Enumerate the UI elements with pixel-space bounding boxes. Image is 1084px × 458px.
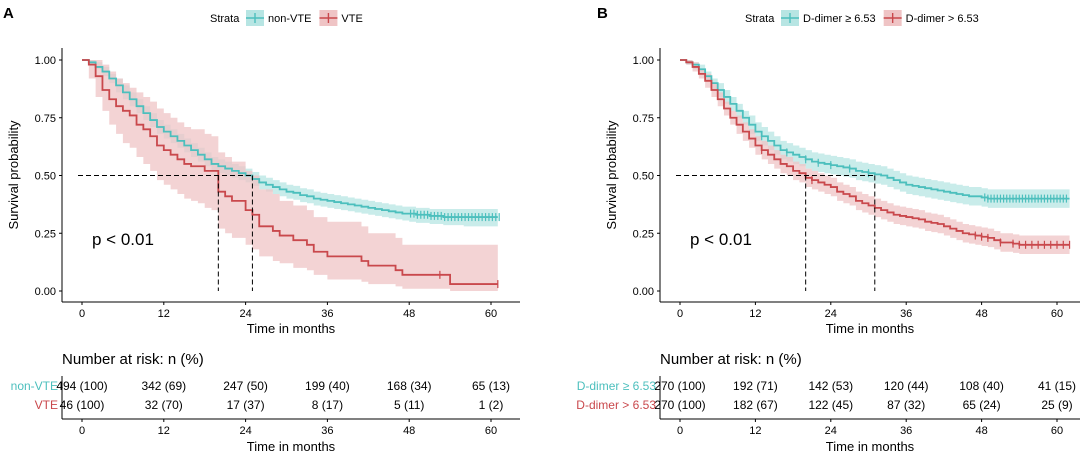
x-tick-label: 36 [900,308,912,320]
x-tick-label: 24 [825,308,837,320]
risk-x-tick-label: 24 [825,425,837,437]
y-tick-label: 0.75 [633,113,654,125]
y-axis-title: Survival probability [604,120,619,230]
y-tick-label: 0.00 [35,286,56,298]
x-tick-label: 12 [158,308,170,320]
risk-x-tick-label: 48 [975,425,987,437]
risk-row-label: D-dimer > 6.53 [576,398,656,412]
x-tick-label: 12 [749,308,761,320]
km-curve-0 [82,59,498,218]
risk-x-tick-label: 24 [239,425,251,437]
ci-band-0 [82,60,498,227]
x-tick-label: 60 [485,308,497,320]
risk-x-tick-label: 48 [403,425,415,437]
ci-band-1 [680,60,1070,255]
risk-cell: 182 (67) [733,398,778,412]
y-tick-label: 0.75 [35,113,56,125]
x-tick-label: 24 [239,308,251,320]
x-tick-label: 0 [677,308,683,320]
y-tick-label: 0.50 [633,171,654,183]
ci-band-1 [82,60,498,291]
y-tick-label: 0.25 [35,228,56,240]
x-axis-title: Time in months [247,321,336,336]
risk-cell: 270 (100) [654,379,705,393]
risk-cell: 5 (11) [394,398,424,412]
risk-x-axis-title: Time in months [826,439,915,454]
risk-cell: 192 (71) [733,379,778,393]
risk-row-label: D-dimer ≥ 6.53 [577,379,657,393]
risk-x-tick-label: 36 [321,425,333,437]
y-tick-label: 1.00 [633,55,654,67]
risk-table-title: Number at risk: n (%) [660,351,802,368]
risk-x-tick-label: 60 [485,425,497,437]
panel-b: B Strata D-dimer ≥ 6.53 D-dimer > 6.53 0.00 0… [576,5,1080,454]
km-curve-1 [82,59,498,285]
risk-cell: 342 (69) [141,379,186,393]
y-tick-label: 1.00 [35,55,56,67]
legend-title: Strata [210,13,240,25]
risk-cell: 1 (2) [479,398,504,412]
legend-entry-0: non-VTE [268,13,311,25]
risk-cell: 17 (37) [227,398,265,412]
y-tick-label: 0.25 [633,228,654,240]
x-tick-label: 60 [1051,308,1063,320]
risk-cell: 8 (17) [312,398,343,412]
risk-cell: 120 (44) [884,379,929,393]
risk-row-label: non-VTE [11,379,58,393]
risk-cell: 142 (53) [808,379,853,393]
risk-cell: 247 (50) [223,379,268,393]
p-value-annotation: p < 0.01 [690,230,752,249]
x-tick-label: 48 [403,308,415,320]
km-curve-0 [680,59,1070,200]
risk-x-tick-label: 60 [1051,425,1063,437]
risk-x-tick-label: 36 [900,425,912,437]
risk-x-tick-label: 0 [79,425,85,437]
risk-cell: 65 (24) [963,398,1001,412]
panel-a: A Strata non-VTE VTE 0.00 0.25 0.50 0.75 1.00 0 12… [3,5,520,454]
panel-b-label: B [597,5,608,22]
panel-b-legend: Strata D-dimer ≥ 6.53 D-dimer > 6.53 [745,10,979,26]
risk-cell: 32 (70) [145,398,183,412]
legend-entry-0: D-dimer ≥ 6.53 [803,13,876,25]
panel-a-legend: Strata non-VTE VTE [210,10,363,26]
legend-entry-1: VTE [341,13,362,25]
risk-table-title: Number at risk: n (%) [62,351,204,368]
legend-entry-1: D-dimer > 6.53 [906,13,979,25]
risk-x-tick-label: 12 [749,425,761,437]
risk-cell: 65 (13) [472,379,510,393]
risk-row-label: VTE [35,398,58,412]
p-value-annotation: p < 0.01 [92,230,154,249]
x-tick-label: 48 [975,308,987,320]
risk-cell: 199 (40) [305,379,350,393]
risk-cell: 168 (34) [387,379,432,393]
risk-cell: 494 (100) [56,379,107,393]
risk-cell: 87 (32) [887,398,925,412]
risk-cell: 46 (100) [60,398,105,412]
risk-cell: 25 (9) [1041,398,1072,412]
x-tick-label: 36 [321,308,333,320]
x-axis-title: Time in months [826,321,915,336]
y-tick-label: 0.50 [35,171,56,183]
x-tick-label: 0 [79,308,85,320]
legend-title: Strata [745,13,775,25]
risk-x-tick-label: 12 [158,425,170,437]
y-axis-title: Survival probability [6,120,21,230]
risk-cell: 108 (40) [959,379,1004,393]
risk-x-axis-title: Time in months [247,439,336,454]
panel-a-label: A [3,5,14,22]
risk-cell: 122 (45) [808,398,853,412]
risk-cell: 270 (100) [654,398,705,412]
risk-cell: 41 (15) [1038,379,1076,393]
y-tick-label: 0.00 [633,286,654,298]
risk-x-tick-label: 0 [677,425,683,437]
